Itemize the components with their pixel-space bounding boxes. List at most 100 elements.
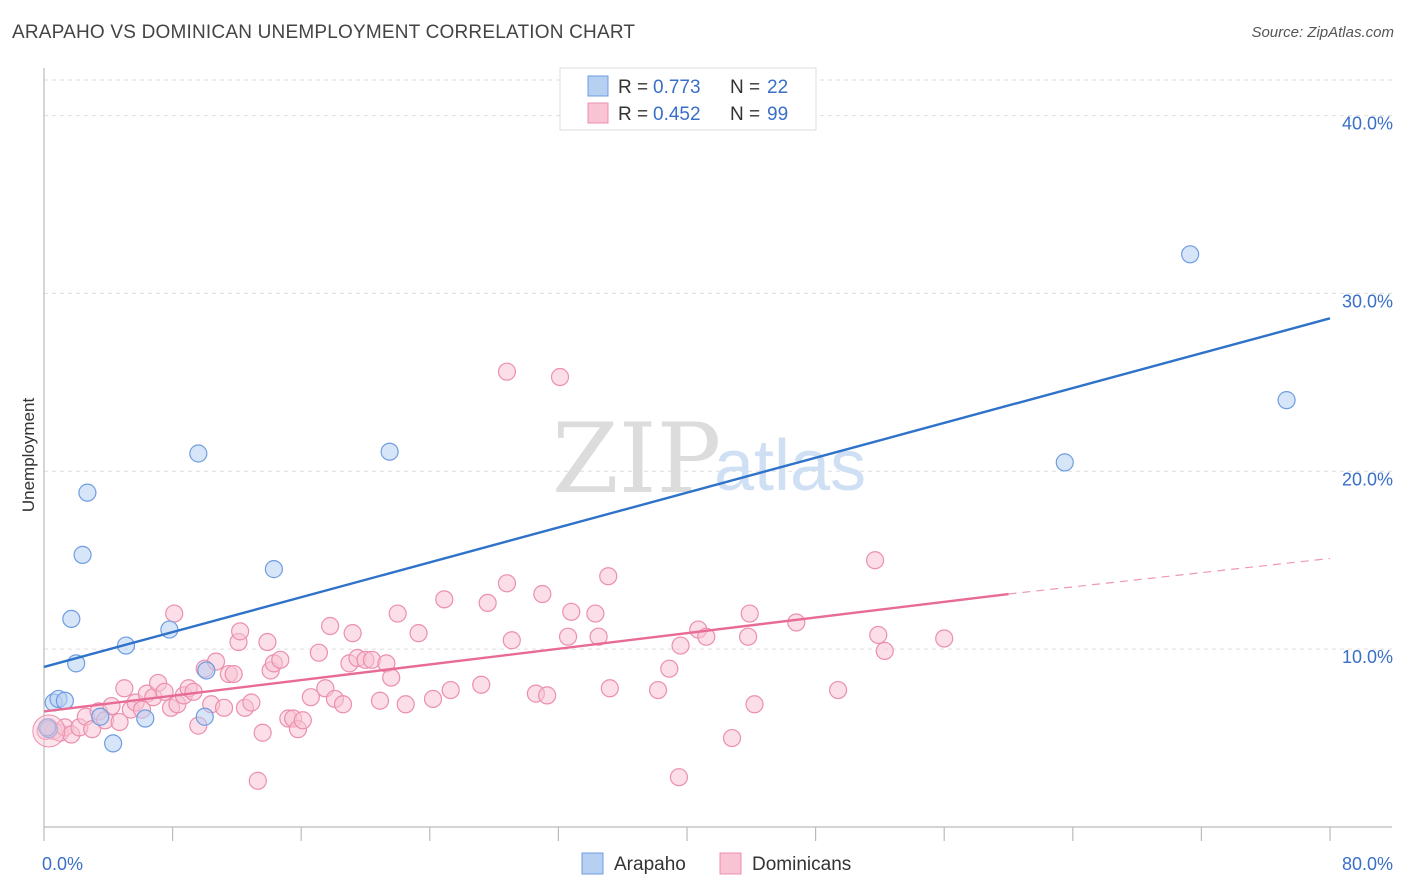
arapaho-point-6	[73, 545, 92, 564]
legend-r-label-arapaho: R =	[618, 77, 648, 98]
dominican-point-64	[423, 689, 443, 709]
dominican-point-63	[409, 624, 428, 643]
dominican-point-74	[558, 627, 578, 646]
dominican-point-39	[258, 632, 277, 652]
watermark: ZIP atlas	[552, 403, 866, 515]
points-layer	[32, 245, 1296, 790]
dominican-point-93	[869, 625, 888, 645]
dominican-point-77	[589, 627, 608, 646]
dominican-point-22	[165, 604, 184, 623]
bottom-legend-label-dominicans: Dominicans	[752, 854, 851, 875]
dominican-point-69	[497, 574, 517, 593]
dominican-point-61	[388, 604, 407, 623]
dominican-point-80	[648, 680, 668, 700]
dominican-point-86	[722, 728, 742, 748]
dominican-point-36	[242, 693, 261, 712]
legend-n-value-dominicans: 99	[767, 104, 788, 125]
arapaho-point-3	[55, 691, 74, 710]
y-tick-label-2: 30.0%	[1342, 291, 1393, 311]
dominican-point-94	[875, 641, 894, 661]
arapaho-point-13	[189, 444, 208, 463]
dominican-point-46	[293, 711, 312, 730]
chart-title: ARAPAHO VS DOMINICAN UNEMPLOYMENT CORREL…	[12, 22, 636, 43]
dominican-point-48	[309, 643, 328, 662]
arapaho-point-19	[1181, 245, 1200, 264]
arapaho-point-15	[195, 707, 214, 726]
dominican-point-13	[115, 679, 134, 698]
dominican-point-72	[533, 584, 552, 604]
bottom-legend-label-arapaho: Arapaho	[614, 854, 686, 875]
legend-r-value-arapaho: 0.773	[653, 77, 701, 98]
dominican-point-90	[787, 613, 806, 632]
dominican-point-33	[224, 664, 243, 684]
chart-source: Source: ZipAtlas.com	[1251, 24, 1394, 41]
y-tick-label-0: 10.0%	[1342, 647, 1393, 667]
arapaho-point-16	[264, 560, 283, 579]
dominican-point-68	[478, 593, 497, 613]
dominican-point-96	[497, 362, 517, 381]
dominican-point-47	[301, 688, 320, 707]
legend-n-label-arapaho: N =	[730, 77, 760, 98]
axis-layer: 10.0% 20.0% 30.0% 40.0% 0.0% 80.0%	[42, 68, 1393, 874]
legend-swatch-arapaho	[587, 75, 609, 97]
dominican-point-50	[321, 616, 340, 636]
dominican-point-12	[110, 712, 129, 732]
dominican-point-38	[253, 723, 272, 742]
dominican-point-89	[740, 604, 759, 623]
arapaho-point-11	[136, 709, 155, 728]
dominican-point-67	[472, 675, 491, 694]
arapaho-point-8	[91, 707, 110, 726]
arapaho-point-20	[1277, 391, 1296, 410]
dominican-point-73	[538, 686, 557, 705]
arapaho-point-17	[380, 442, 399, 461]
dominican-point-76	[586, 604, 605, 623]
dominican-point-62	[396, 695, 415, 714]
legend-n-label-dominicans: N =	[730, 104, 760, 125]
arapaho-point-9	[104, 734, 123, 753]
dominican-point-79	[600, 679, 619, 698]
arapaho-trend-line	[43, 317, 1331, 669]
dominican-point-58	[370, 691, 390, 710]
dominican-point-82	[669, 768, 689, 787]
bottom-legend: Arapaho Dominicans	[581, 852, 851, 875]
bottom-legend-swatch-arapaho	[581, 852, 604, 875]
dominican-point-66	[441, 680, 460, 700]
dominican-trend-line	[43, 592, 1009, 713]
y-axis-label: Unemployment	[19, 398, 38, 513]
dominican-point-83	[671, 636, 690, 655]
arapaho-point-21	[38, 718, 57, 737]
dominican-point-31	[214, 698, 234, 717]
watermark-atlas: atlas	[714, 426, 866, 506]
dominican-point-87	[738, 627, 758, 646]
legend: R = 0.773 N = 22 R = 0.452 N = 99	[559, 67, 817, 131]
x-tick-label-1: 80.0%	[1342, 854, 1393, 874]
arapaho-point-4	[62, 609, 81, 629]
arapaho-point-18	[1055, 453, 1074, 472]
y-tick-label-3: 40.0%	[1342, 114, 1393, 134]
dominican-point-88	[745, 695, 764, 714]
dominican-point-98	[231, 622, 250, 641]
y-tick-label-1: 20.0%	[1342, 469, 1393, 489]
trend-layer	[43, 317, 1331, 713]
dominican-point-54	[343, 624, 362, 643]
dominican-point-78	[599, 567, 618, 586]
dominican-point-92	[865, 551, 885, 570]
arapaho-point-14	[197, 661, 216, 680]
watermark-zip: ZIP	[552, 403, 721, 515]
grid-layer	[44, 79, 1392, 650]
legend-r-label-dominicans: R =	[618, 104, 648, 125]
dominican-point-91	[829, 680, 848, 700]
dominican-point-37	[248, 771, 267, 790]
dominican-cluster-point	[32, 714, 66, 748]
dominican-point-65	[435, 590, 454, 609]
dominican-point-75	[562, 602, 581, 621]
dominican-point-60	[382, 668, 401, 687]
legend-swatch-dominicans	[587, 102, 609, 124]
dominican-point-95	[935, 629, 954, 648]
arapaho-point-7	[78, 483, 97, 502]
dominican-point-42	[271, 650, 290, 669]
dominican-point-70	[502, 631, 521, 650]
dominican-point-81	[660, 659, 679, 678]
legend-r-value-dominicans: 0.452	[653, 104, 701, 125]
